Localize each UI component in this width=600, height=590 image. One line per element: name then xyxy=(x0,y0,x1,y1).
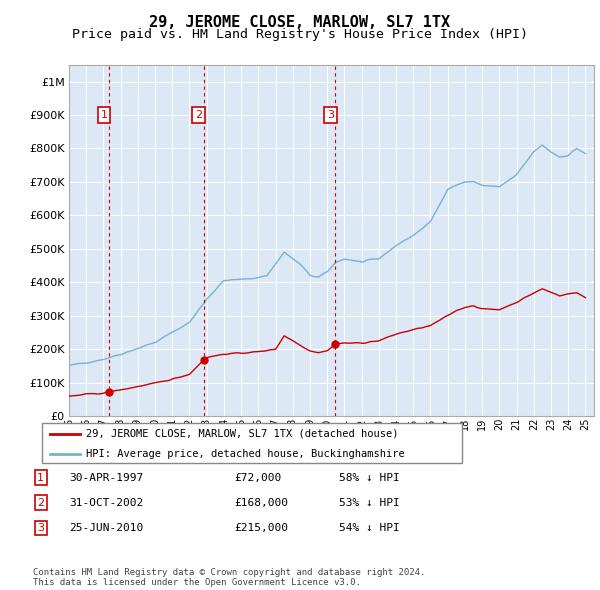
Text: £168,000: £168,000 xyxy=(234,498,288,507)
Text: 58% ↓ HPI: 58% ↓ HPI xyxy=(339,473,400,483)
Text: 2: 2 xyxy=(195,110,202,120)
Text: 29, JEROME CLOSE, MARLOW, SL7 1TX: 29, JEROME CLOSE, MARLOW, SL7 1TX xyxy=(149,15,451,30)
Text: 3: 3 xyxy=(327,110,334,120)
Text: Contains HM Land Registry data © Crown copyright and database right 2024.
This d: Contains HM Land Registry data © Crown c… xyxy=(33,568,425,587)
Text: 53% ↓ HPI: 53% ↓ HPI xyxy=(339,498,400,507)
FancyBboxPatch shape xyxy=(42,423,462,463)
Text: 1: 1 xyxy=(100,110,107,120)
Text: 31-OCT-2002: 31-OCT-2002 xyxy=(69,498,143,507)
Text: 29, JEROME CLOSE, MARLOW, SL7 1TX (detached house): 29, JEROME CLOSE, MARLOW, SL7 1TX (detac… xyxy=(86,429,398,439)
Text: 30-APR-1997: 30-APR-1997 xyxy=(69,473,143,483)
Text: 3: 3 xyxy=(37,523,44,533)
Text: HPI: Average price, detached house, Buckinghamshire: HPI: Average price, detached house, Buck… xyxy=(86,450,405,460)
Text: 25-JUN-2010: 25-JUN-2010 xyxy=(69,523,143,533)
Text: £72,000: £72,000 xyxy=(234,473,281,483)
Text: Price paid vs. HM Land Registry's House Price Index (HPI): Price paid vs. HM Land Registry's House … xyxy=(72,28,528,41)
Text: 2: 2 xyxy=(37,498,44,507)
Text: 1: 1 xyxy=(37,473,44,483)
Text: £215,000: £215,000 xyxy=(234,523,288,533)
Text: 54% ↓ HPI: 54% ↓ HPI xyxy=(339,523,400,533)
